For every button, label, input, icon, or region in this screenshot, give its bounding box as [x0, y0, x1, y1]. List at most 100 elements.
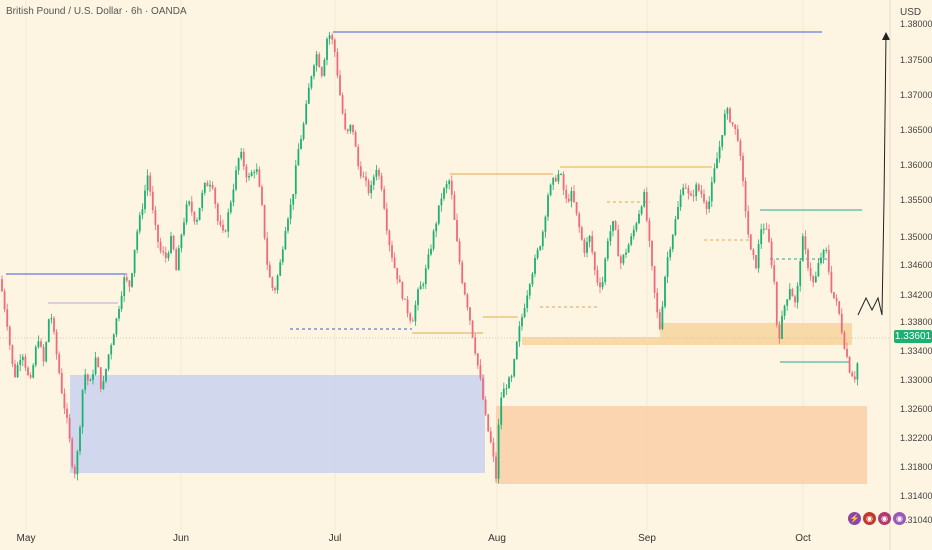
candle-body [79, 427, 81, 452]
candle-body [463, 283, 466, 295]
candle-body [268, 264, 271, 278]
projection-path [857, 32, 890, 316]
candle-body [591, 235, 594, 253]
lightning-icon[interactable]: ⚡ [848, 512, 861, 525]
candle-body [300, 138, 302, 150]
candle-body [461, 262, 464, 284]
x-tick-label: May [17, 533, 36, 544]
current-price-tag: 1.33601 [894, 330, 932, 343]
candle-body [110, 345, 113, 355]
candle-body [32, 365, 35, 378]
candle-body [736, 129, 739, 141]
candle-body [105, 368, 107, 382]
candle-body [752, 249, 755, 256]
candle-body [422, 284, 425, 286]
candle-body [796, 285, 799, 303]
candle-body [245, 166, 248, 178]
candle-body [40, 341, 42, 347]
y-tick-label: 1.31400 [900, 491, 932, 501]
candle-body [580, 227, 583, 240]
candle-body [380, 175, 383, 190]
candle-body [596, 270, 599, 283]
y-tick-label: 1.33800 [900, 317, 932, 327]
candle-body [770, 241, 773, 266]
candle-body [801, 236, 804, 262]
candle-body [515, 341, 518, 360]
candle-body [370, 184, 373, 194]
candle-body [586, 241, 588, 253]
candle-body [710, 182, 713, 202]
y-tick-label: 1.34600 [900, 260, 932, 270]
x-axis[interactable]: May Jun Jul Aug Sep Oct [17, 533, 811, 544]
candle-body [227, 212, 230, 232]
candle-body [151, 191, 154, 211]
currency-label[interactable]: USD [900, 7, 922, 18]
candle-body [414, 304, 417, 322]
y-tick-label: 1.37500 [900, 55, 932, 65]
candle-body [713, 168, 716, 183]
candle-body [497, 424, 500, 479]
candle-body [383, 189, 386, 209]
candle-body [786, 299, 789, 306]
candle-body [396, 267, 399, 280]
y-tick-label: 1.32600 [900, 404, 932, 414]
candle-body [648, 220, 651, 241]
candle-body [606, 241, 609, 259]
candle-body [812, 276, 815, 283]
candle-body [471, 320, 474, 338]
candle-body [149, 175, 152, 192]
candle-body [484, 399, 487, 415]
candle-body [744, 181, 747, 212]
candle-body [263, 204, 266, 239]
candle-body [406, 299, 409, 314]
candle-body [508, 377, 510, 389]
candle-body [276, 275, 279, 291]
candle-body [211, 184, 214, 189]
candle-body [645, 192, 648, 221]
y-axis[interactable]: 1.38000 1.37500 1.37000 1.36500 1.36000 1.355… [889, 0, 932, 550]
candle-body [443, 188, 445, 199]
candle-body [536, 249, 539, 258]
candle-body [250, 172, 253, 177]
candle-body [840, 313, 843, 333]
event-icons[interactable]: ⚡ ◉ ◉ ◉ [848, 512, 906, 527]
flag-icon-1[interactable]: ◉ [863, 512, 876, 525]
candle-body [783, 305, 786, 316]
candle-body [528, 284, 531, 296]
candle-body [679, 194, 682, 208]
candle-body [219, 221, 222, 225]
candle-body [622, 254, 625, 264]
candle-body [513, 359, 516, 377]
candle-body [224, 230, 227, 232]
candle-body [128, 280, 131, 287]
candle-body [853, 376, 856, 380]
candle-body [315, 54, 318, 66]
candle-body [21, 356, 24, 361]
candle-body [856, 363, 859, 380]
candle-body [206, 182, 209, 187]
candle-body [458, 241, 461, 263]
candle-body [427, 254, 430, 269]
flag-icon-2[interactable]: ◉ [878, 512, 891, 525]
candle-body [518, 326, 521, 342]
candle-body [196, 220, 198, 222]
candle-body [726, 108, 729, 114]
y-tick-label: 1.31040 [900, 515, 932, 525]
candle-body [448, 180, 451, 185]
candle-body [19, 360, 22, 366]
candle-body [216, 203, 219, 222]
candle-body [643, 192, 646, 207]
flag-icon-3[interactable]: ◉ [893, 512, 906, 525]
x-tick-label: Sep [638, 533, 656, 544]
candle-body [547, 195, 549, 217]
candle-body [279, 262, 282, 276]
candle-body [287, 218, 289, 231]
candle-body [549, 184, 552, 196]
candle-body [409, 313, 412, 321]
candle-body [240, 151, 243, 159]
candle-body [541, 231, 544, 247]
candle-body [401, 282, 404, 299]
candle-body [723, 113, 726, 136]
candle-body [601, 282, 604, 288]
